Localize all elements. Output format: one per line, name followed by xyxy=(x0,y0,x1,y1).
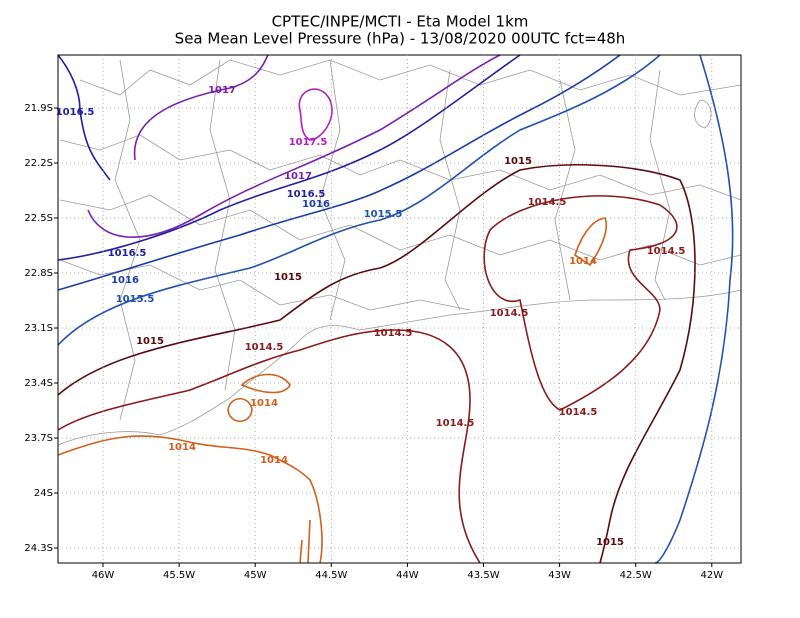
x-tick-label: 45W xyxy=(244,570,267,581)
y-tick-label: 23.4S xyxy=(24,378,53,389)
contour-label: 1014 xyxy=(260,455,288,466)
y-tick-label: 21.9S xyxy=(24,103,53,114)
subtitle: Sea Mean Level Pressure (hPa) - 13/08/20… xyxy=(175,30,626,48)
contour-label: 1015 xyxy=(596,537,624,548)
contour-label: 1014 xyxy=(168,442,196,453)
y-tick-label: 23.7S xyxy=(24,433,53,444)
contour-label: 1014 xyxy=(250,398,278,409)
contour-label: 1017.5 xyxy=(289,137,328,148)
isobars xyxy=(57,54,734,564)
y-tick-label: 22.2S xyxy=(24,158,53,169)
contour-label: 1015.5 xyxy=(364,209,403,220)
contour-label: 1016.5 xyxy=(287,189,326,200)
contour-label: 1017 xyxy=(208,85,236,96)
contour-label: 1014.5 xyxy=(374,328,413,339)
contour-label: 1014.5 xyxy=(490,308,529,319)
contour-label: 1014.5 xyxy=(647,246,686,257)
x-tick-label: 44W xyxy=(396,570,419,581)
x-tick-label: 43W xyxy=(548,570,571,581)
contour-label: 1015 xyxy=(274,272,302,283)
x-tick-label: 45.5W xyxy=(163,570,195,581)
contour-label: 1014.5 xyxy=(559,407,598,418)
contour-label: 1014 xyxy=(569,256,597,267)
y-tick-label: 24.3S xyxy=(24,543,53,554)
x-tick-label: 42.5W xyxy=(620,570,652,581)
x-tick-label: 46W xyxy=(92,570,115,581)
contour-label: 1017 xyxy=(284,171,312,182)
x-tick-label: 44.5W xyxy=(315,570,347,581)
y-tick-label: 24S xyxy=(34,488,53,499)
contour-label: 1015.5 xyxy=(116,294,155,305)
contour-label: 1015 xyxy=(504,156,532,167)
contour-label: 1014.5 xyxy=(436,418,475,429)
map-borders xyxy=(57,59,742,446)
contour-label: 1014.5 xyxy=(528,197,567,208)
contour-label: 1016 xyxy=(302,199,330,210)
contour-label: 1016.5 xyxy=(56,107,95,118)
y-tick-label: 22.8S xyxy=(24,268,53,279)
contour-label: 1014.5 xyxy=(245,342,284,353)
plot-frame xyxy=(57,54,742,564)
contour-label: 1015 xyxy=(136,336,164,347)
y-tick-label: 22.5S xyxy=(24,213,53,224)
x-tick-label: 43.5W xyxy=(467,570,499,581)
contour-label: 1016.5 xyxy=(108,248,147,259)
x-tick-label: 42W xyxy=(700,570,723,581)
y-tick-label: 23.1S xyxy=(24,323,53,334)
title: CPTEC/INPE/MCTI - Eta Model 1km xyxy=(272,13,529,31)
contour-label: 1016 xyxy=(111,275,139,286)
